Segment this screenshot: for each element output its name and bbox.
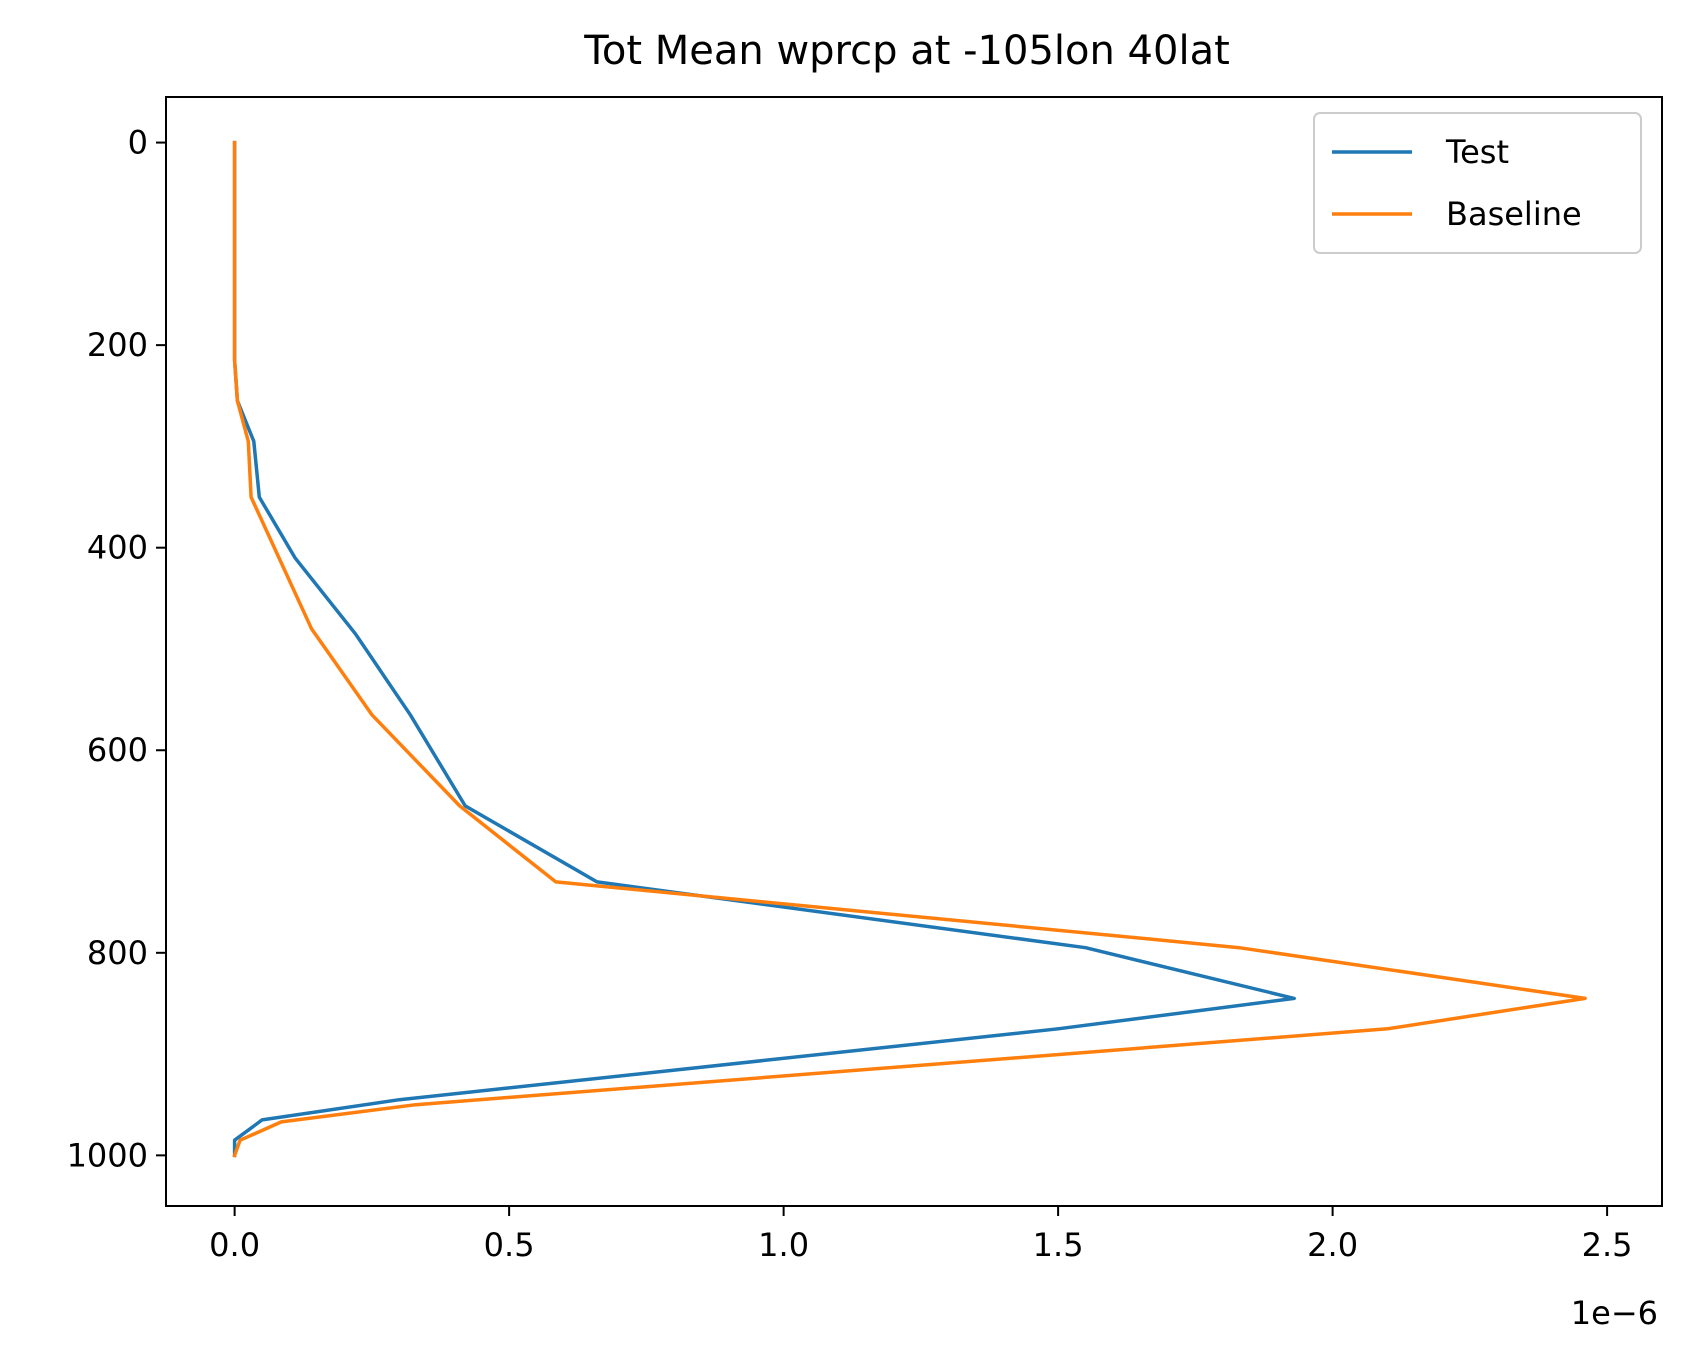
legend-label-baseline: Baseline bbox=[1446, 195, 1582, 233]
series-line-test bbox=[232, 140, 1296, 1158]
x-tick-label: 1.0 bbox=[758, 1226, 809, 1264]
y-axis: 0 200 400 600 800 1000 bbox=[67, 124, 166, 1174]
y-tick-label: 0 bbox=[128, 124, 148, 162]
x-offset-label: 1e−6 bbox=[1571, 1294, 1658, 1332]
y-tick-label: 400 bbox=[87, 529, 148, 567]
y-tick-label: 600 bbox=[87, 731, 148, 769]
x-tick-label: 2.0 bbox=[1307, 1226, 1358, 1264]
chart-title: Tot Mean wprcp at -105lon 40lat bbox=[583, 28, 1230, 74]
y-tick-label: 1000 bbox=[67, 1136, 148, 1174]
plot-lines bbox=[232, 140, 1587, 1158]
y-tick-label: 200 bbox=[87, 326, 148, 364]
y-tick-label: 800 bbox=[87, 934, 148, 972]
x-tick-label: 0.5 bbox=[484, 1226, 535, 1264]
x-tick-label: 2.5 bbox=[1582, 1226, 1633, 1264]
series-line-baseline bbox=[232, 140, 1587, 1158]
x-tick-label: 1.5 bbox=[1033, 1226, 1084, 1264]
x-axis: 0.0 0.5 1.0 1.5 2.0 2.5 bbox=[209, 1206, 1633, 1264]
x-tick-label: 0.0 bbox=[209, 1226, 260, 1264]
legend: Test Baseline bbox=[1313, 112, 1642, 254]
legend-box bbox=[1313, 112, 1642, 254]
plot-frame bbox=[165, 96, 1663, 1207]
legend-label-test: Test bbox=[1445, 133, 1509, 171]
